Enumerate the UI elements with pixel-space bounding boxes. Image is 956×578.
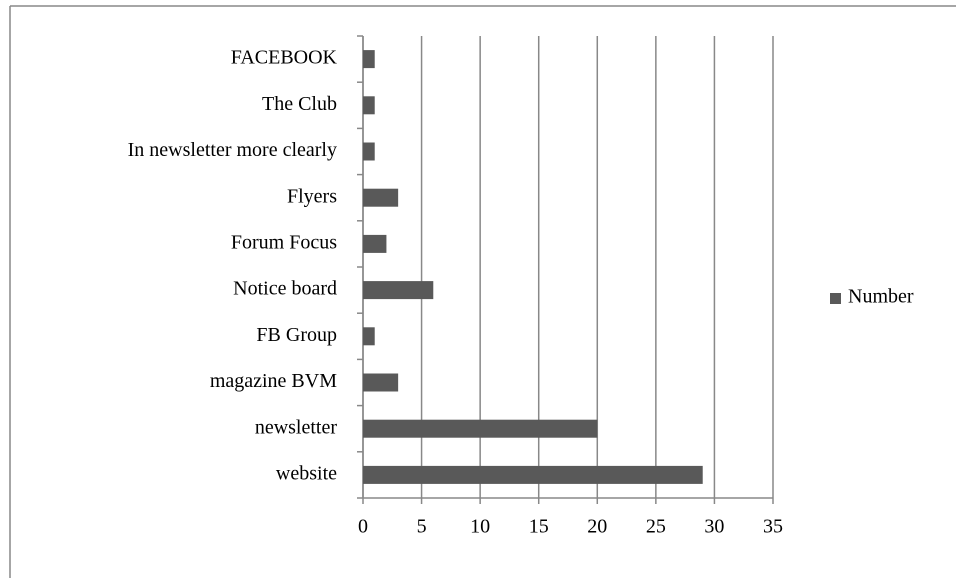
bar [363,188,399,207]
y-tick-label: FACEBOOK [231,47,338,69]
legend-label: Number [848,286,914,308]
y-tick-label: Forum Focus [231,231,337,253]
x-tick-label: 5 [417,516,427,538]
bar [363,327,375,346]
y-tick-label: In newsletter more clearly [128,139,337,161]
y-tick-label: website [276,462,337,484]
x-tick-label: 10 [470,516,490,538]
bar [363,142,375,161]
y-tick-label: The Club [262,93,337,115]
x-tick-label: 15 [529,516,549,538]
bar [363,465,703,484]
bar [363,373,399,392]
y-tick-label: Flyers [287,185,337,207]
x-tick-label: 30 [704,516,724,538]
bar [363,234,387,253]
y-tick-label: FB Group [256,324,337,346]
x-tick-label: 25 [646,516,666,538]
bar [363,281,434,300]
legend-swatch [830,293,841,304]
x-tick-label: 0 [358,516,368,538]
bar [363,419,598,438]
y-tick-label: newsletter [255,416,338,438]
x-tick-label: 35 [763,516,783,538]
y-tick-label: Notice board [233,278,337,300]
x-tick-label: 20 [587,516,607,538]
bar [363,50,375,69]
bar [363,96,375,115]
y-tick-label: magazine BVM [210,370,337,392]
